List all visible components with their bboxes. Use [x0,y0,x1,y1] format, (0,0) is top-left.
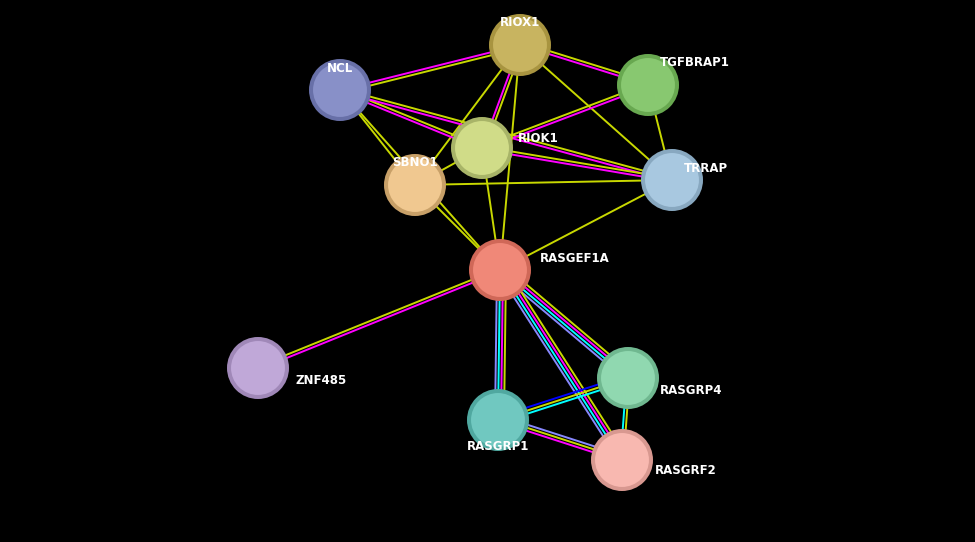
Circle shape [620,57,676,113]
Circle shape [489,14,551,76]
Text: SBNO1: SBNO1 [392,157,438,170]
Circle shape [472,242,528,298]
Text: RASGRF2: RASGRF2 [655,463,717,476]
Circle shape [227,337,289,399]
Text: RASGRP1: RASGRP1 [467,441,529,454]
Circle shape [597,347,659,409]
Text: RIOK1: RIOK1 [518,132,559,145]
Circle shape [600,350,656,406]
Text: TRRAP: TRRAP [684,162,728,175]
Circle shape [641,149,703,211]
Circle shape [309,59,371,121]
Circle shape [467,389,529,451]
Text: TGFBRAP1: TGFBRAP1 [660,56,730,69]
Circle shape [469,239,531,301]
Circle shape [384,154,446,216]
Circle shape [470,392,526,448]
Circle shape [492,17,548,73]
Circle shape [451,117,513,179]
Circle shape [312,62,368,118]
Circle shape [454,120,510,176]
Text: RASGRP4: RASGRP4 [660,384,722,397]
Text: RASGEF1A: RASGEF1A [540,251,609,264]
Circle shape [591,429,653,491]
Circle shape [594,432,650,488]
Text: NCL: NCL [327,61,353,74]
Circle shape [617,54,679,116]
Circle shape [387,157,443,213]
Text: ZNF485: ZNF485 [295,373,346,386]
Circle shape [644,152,700,208]
Circle shape [230,340,286,396]
Text: RIOX1: RIOX1 [500,16,540,29]
